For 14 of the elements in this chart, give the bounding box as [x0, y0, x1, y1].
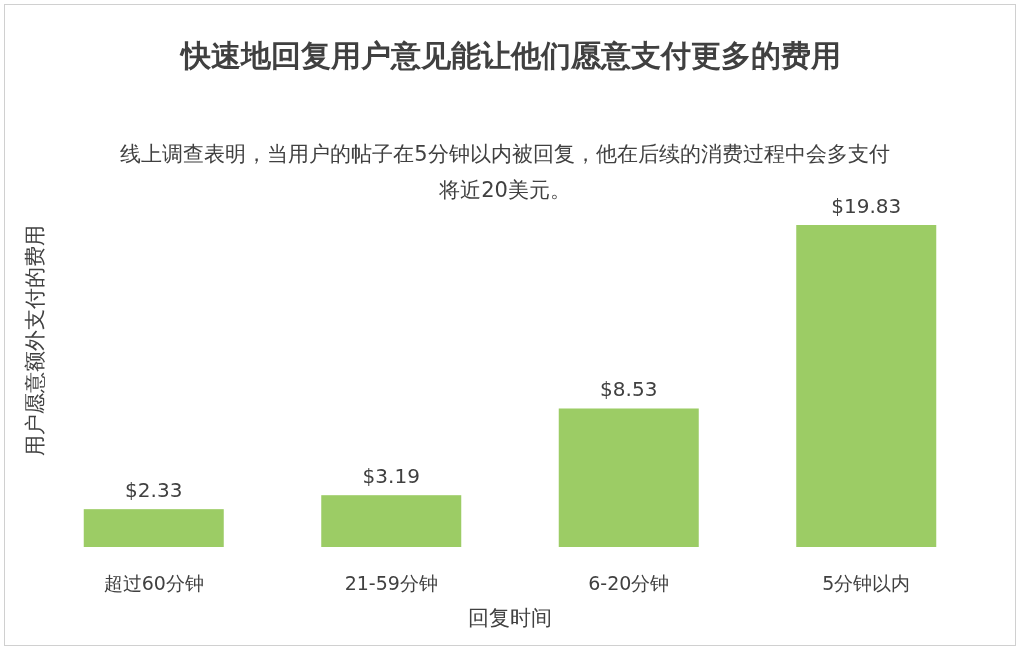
bar: [321, 495, 462, 547]
data-label: $3.19: [362, 464, 420, 489]
data-label: $8.53: [600, 377, 658, 402]
chart-title: 快速地回复用户意见能让他们愿意支付更多的费用: [178, 37, 842, 75]
x-tick-label: 21-59分钟: [344, 572, 438, 594]
x-tick-label: 超过60分钟: [103, 572, 204, 594]
bar: [83, 509, 224, 547]
data-label: $2.33: [125, 478, 183, 503]
x-tick-label: 5分钟以内: [822, 572, 911, 594]
x-axis-title: 回复时间: [468, 606, 552, 630]
y-axis-title: 用户愿意额外支付的费用: [23, 224, 47, 456]
bar: [796, 225, 937, 547]
x-tick-label: 6-20分钟: [588, 572, 670, 594]
bar: [558, 408, 699, 547]
